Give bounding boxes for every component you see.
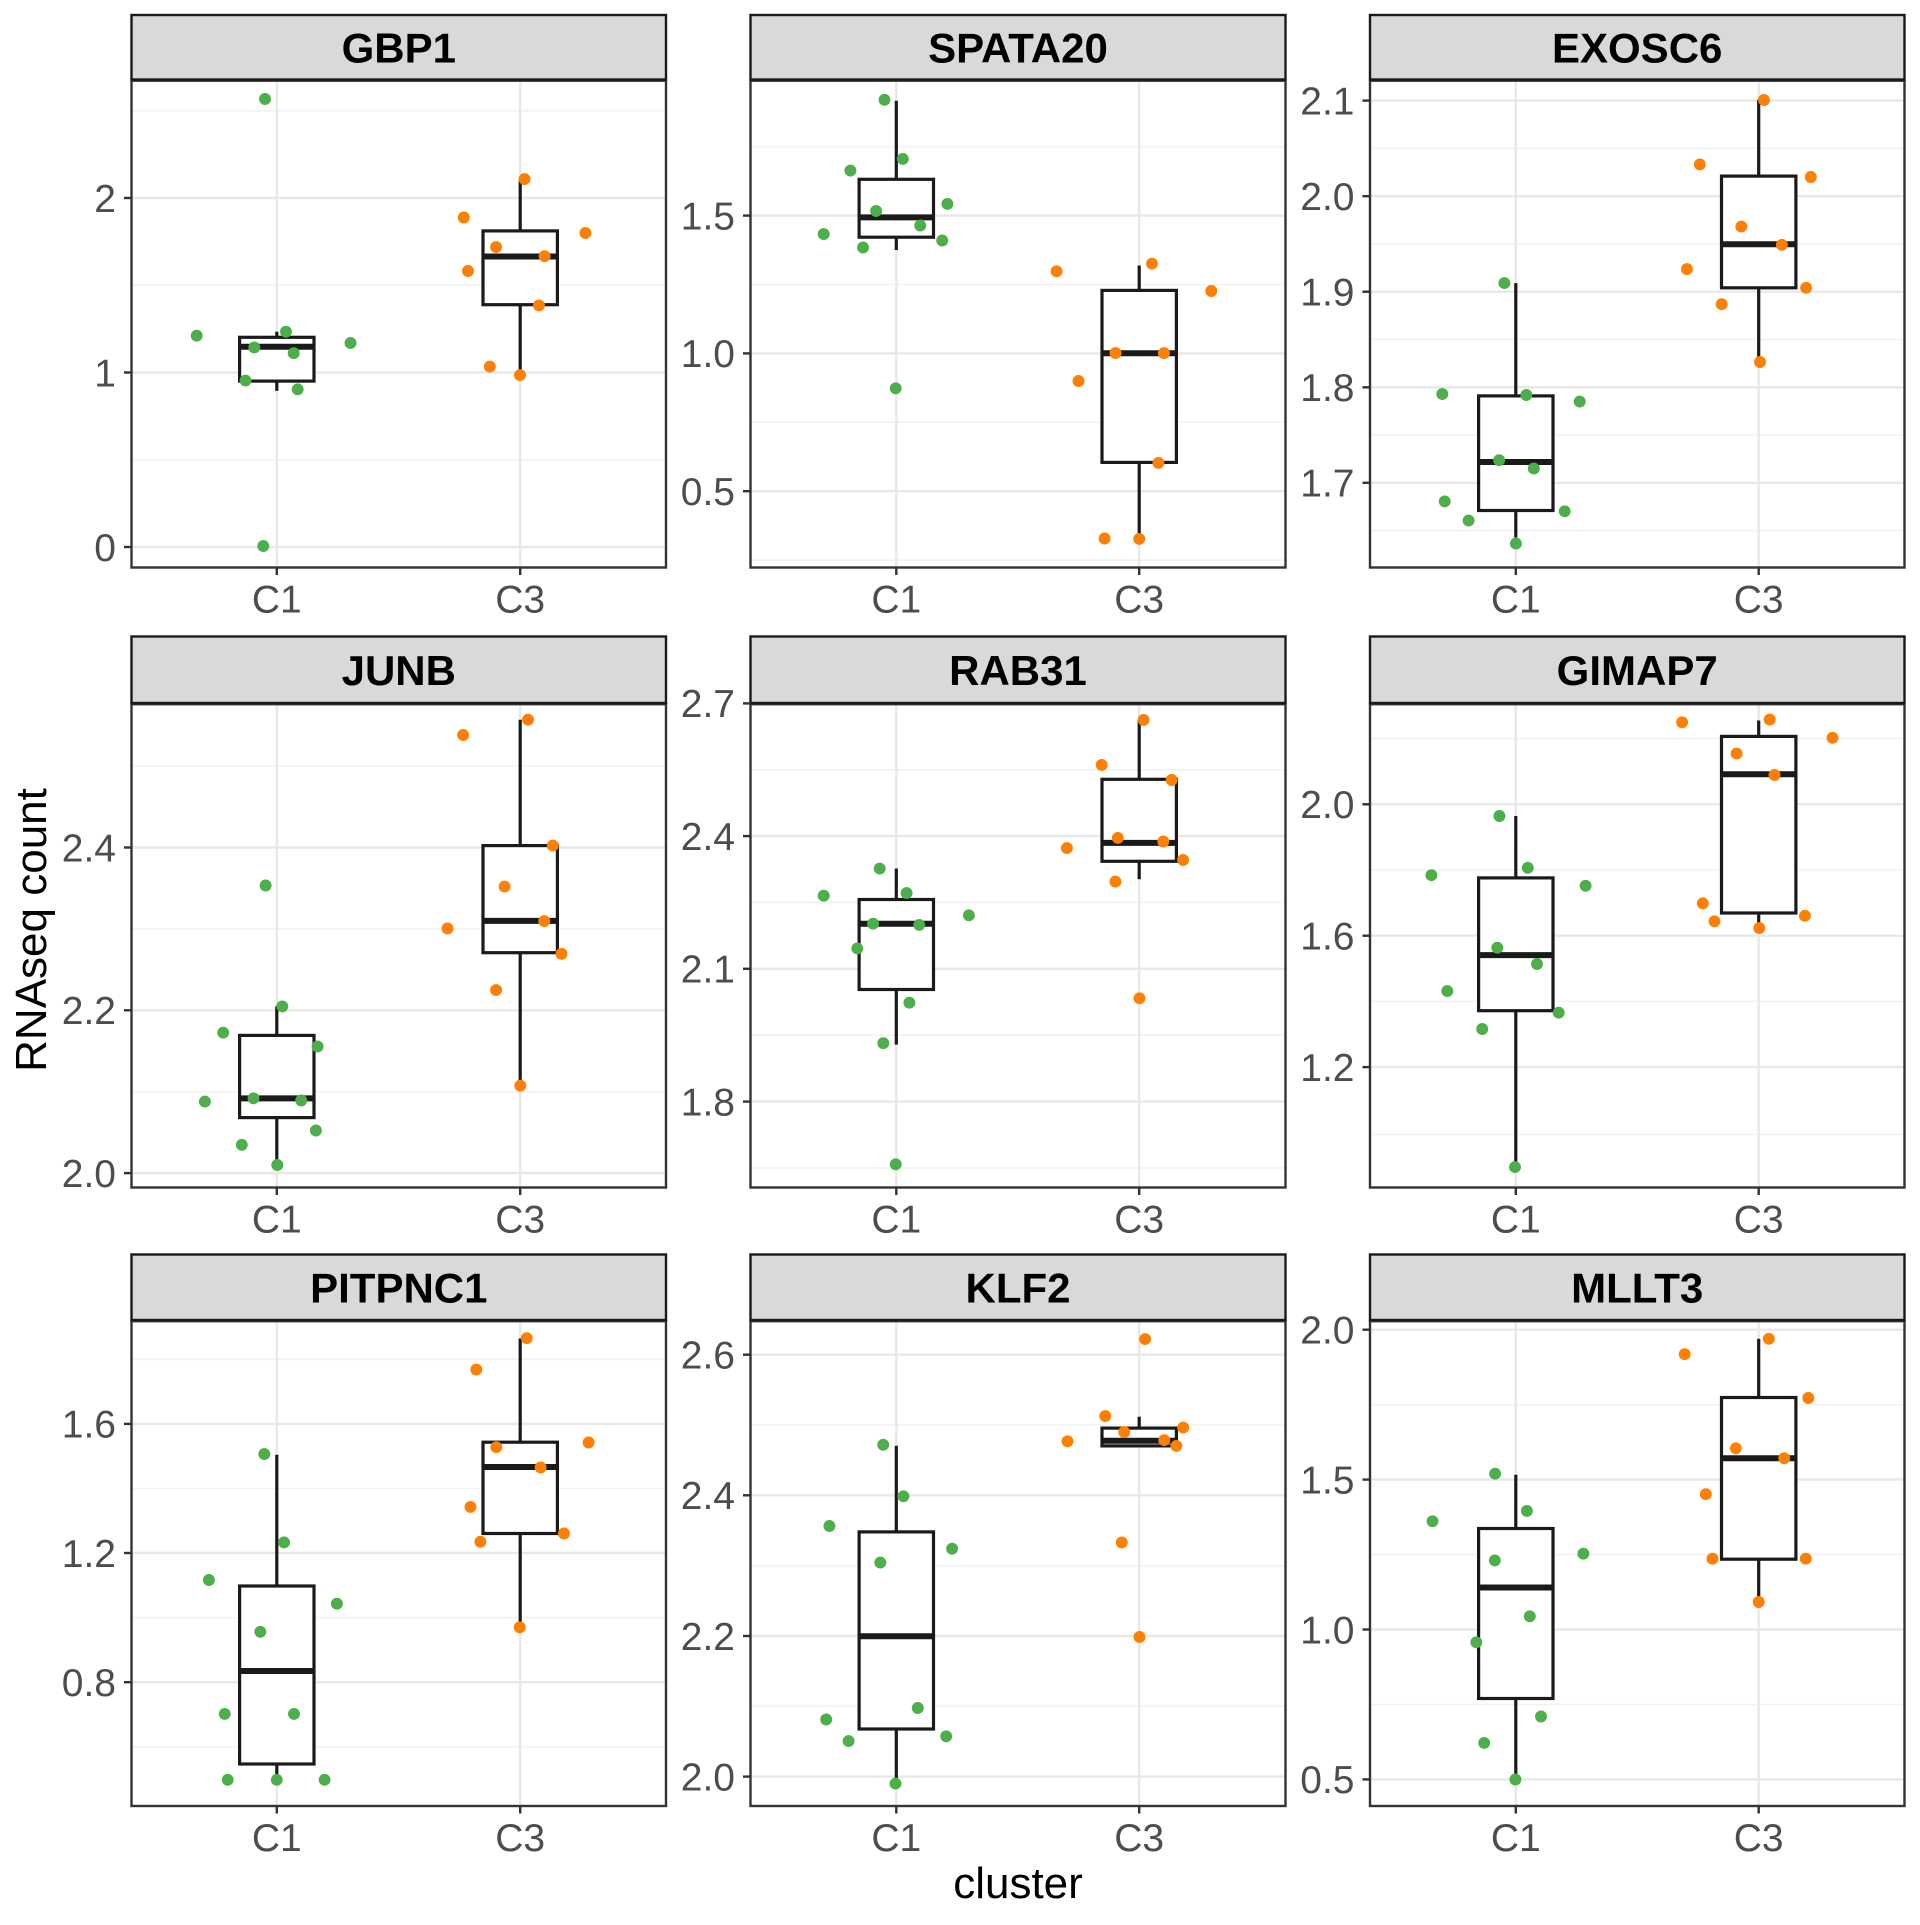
svg-text:2.1: 2.1 xyxy=(681,949,735,992)
svg-text:1.5: 1.5 xyxy=(681,195,735,238)
svg-text:C3: C3 xyxy=(495,1199,545,1242)
svg-text:1.2: 1.2 xyxy=(62,1533,116,1576)
svg-text:1.5: 1.5 xyxy=(1300,1459,1354,1502)
svg-text:C1: C1 xyxy=(871,1199,921,1242)
svg-text:C1: C1 xyxy=(1491,579,1541,622)
svg-text:2.4: 2.4 xyxy=(62,827,116,870)
svg-text:2.0: 2.0 xyxy=(1300,1310,1354,1353)
svg-text:2.0: 2.0 xyxy=(1300,784,1354,827)
svg-text:SPATA20: SPATA20 xyxy=(928,24,1108,71)
svg-text:1.2: 1.2 xyxy=(1300,1047,1354,1090)
svg-text:1.6: 1.6 xyxy=(1300,916,1354,959)
svg-text:2: 2 xyxy=(94,178,116,221)
svg-text:2.7: 2.7 xyxy=(681,683,735,726)
svg-text:2.4: 2.4 xyxy=(681,1475,735,1518)
svg-text:C3: C3 xyxy=(1734,1199,1784,1242)
svg-text:C1: C1 xyxy=(1491,1199,1541,1242)
svg-text:1.8: 1.8 xyxy=(1300,367,1354,410)
svg-text:1.6: 1.6 xyxy=(62,1404,116,1447)
svg-text:0.5: 0.5 xyxy=(681,471,735,514)
svg-text:C1: C1 xyxy=(252,1199,302,1242)
svg-text:JUNB: JUNB xyxy=(342,647,456,694)
svg-text:C1: C1 xyxy=(252,1817,302,1860)
svg-text:MLLT3: MLLT3 xyxy=(1571,1264,1703,1311)
svg-text:C3: C3 xyxy=(1734,1817,1784,1860)
svg-text:KLF2: KLF2 xyxy=(966,1264,1071,1311)
svg-text:1.8: 1.8 xyxy=(681,1081,735,1124)
svg-text:C3: C3 xyxy=(1114,1199,1164,1242)
svg-text:2.6: 2.6 xyxy=(681,1335,735,1378)
svg-text:2.0: 2.0 xyxy=(1300,176,1354,219)
svg-text:C1: C1 xyxy=(1491,1817,1541,1860)
svg-text:C3: C3 xyxy=(495,1817,545,1860)
svg-text:0: 0 xyxy=(94,527,116,570)
svg-text:1.0: 1.0 xyxy=(681,333,735,376)
svg-text:2.1: 2.1 xyxy=(1300,80,1354,123)
svg-text:RAB31: RAB31 xyxy=(949,647,1087,694)
svg-text:C1: C1 xyxy=(252,579,302,622)
svg-text:GIMAP7: GIMAP7 xyxy=(1557,647,1718,694)
svg-text:C1: C1 xyxy=(871,579,921,622)
svg-text:cluster: cluster xyxy=(953,1859,1083,1908)
svg-text:0.5: 0.5 xyxy=(1300,1759,1354,1802)
svg-text:C1: C1 xyxy=(871,1817,921,1860)
svg-text:1.9: 1.9 xyxy=(1300,272,1354,315)
svg-text:EXOSC6: EXOSC6 xyxy=(1552,24,1722,71)
svg-text:RNAseq count: RNAseq count xyxy=(7,788,56,1072)
svg-text:1.0: 1.0 xyxy=(1300,1609,1354,1652)
svg-text:1: 1 xyxy=(94,352,116,395)
svg-text:2.0: 2.0 xyxy=(62,1153,116,1196)
svg-text:PITPNC1: PITPNC1 xyxy=(310,1264,487,1311)
svg-text:0.8: 0.8 xyxy=(62,1662,116,1705)
svg-text:2.4: 2.4 xyxy=(681,816,735,859)
svg-text:C3: C3 xyxy=(1734,579,1784,622)
svg-text:GBP1: GBP1 xyxy=(342,24,456,71)
svg-text:C3: C3 xyxy=(1114,579,1164,622)
svg-text:2.2: 2.2 xyxy=(62,990,116,1033)
svg-text:1.7: 1.7 xyxy=(1300,463,1354,506)
svg-text:2.2: 2.2 xyxy=(681,1616,735,1659)
svg-text:2.0: 2.0 xyxy=(681,1756,735,1799)
svg-text:C3: C3 xyxy=(495,579,545,622)
svg-text:C3: C3 xyxy=(1114,1817,1164,1860)
